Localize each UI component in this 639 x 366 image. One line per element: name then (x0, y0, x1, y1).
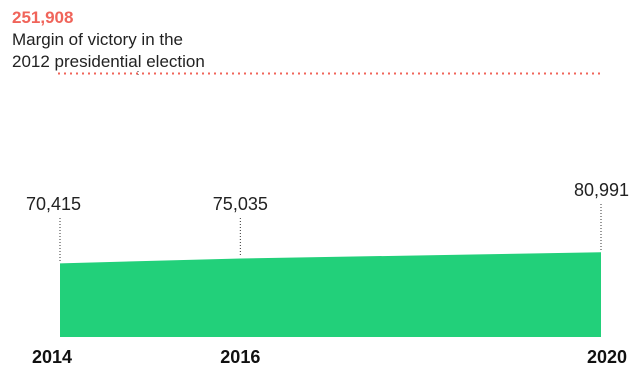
data-label: 75,035 (213, 194, 268, 214)
reference-value-label: 251,908 (12, 8, 73, 27)
data-marks: 70,415 75,035 80,991 2014 2016 2020 (26, 180, 629, 366)
area-series (60, 252, 601, 337)
x-tick-label: 2014 (32, 347, 72, 366)
data-label: 70,415 (26, 194, 81, 214)
reference-description-line-1: Margin of victory in the (12, 30, 183, 49)
reference-annotation: 251,908 Margin of victory in the 2012 pr… (12, 8, 604, 75)
x-tick-label: 2016 (220, 347, 260, 366)
reference-description-line-2: 2012 presidential election (12, 52, 205, 71)
x-tick-label: 2020 (587, 347, 627, 366)
data-label: 80,991 (574, 180, 629, 200)
